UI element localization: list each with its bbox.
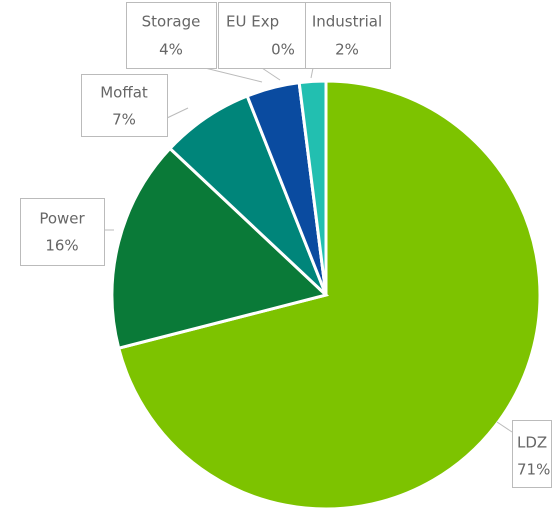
slice-value-label: 4% <box>159 41 183 59</box>
slice-name: Moffat <box>100 84 148 102</box>
label-box <box>81 74 168 137</box>
label-box <box>126 2 217 69</box>
slice-value-label: 7% <box>112 111 136 129</box>
label-box <box>218 2 319 69</box>
label-box <box>20 198 105 266</box>
slice-value-label: 2% <box>335 41 359 59</box>
label-box <box>305 2 391 69</box>
leader-line <box>166 107 189 119</box>
slice-name: Storage <box>142 13 201 31</box>
slice-name: Industrial <box>312 13 382 31</box>
leader-line <box>261 67 281 81</box>
slice-value-label: 0% <box>271 41 295 59</box>
slice-value-label: 16% <box>45 237 78 255</box>
pie-slice <box>110 146 330 351</box>
pie-slice <box>116 79 542 509</box>
label-box <box>512 420 552 488</box>
pie-slice <box>297 79 328 296</box>
leader-line <box>204 67 263 83</box>
slice-name: EU Exp <box>226 13 279 31</box>
slice-name: Power <box>39 210 85 228</box>
leader-line <box>310 67 314 79</box>
slice-value-label: 71% <box>517 461 550 479</box>
leader-line <box>496 421 513 433</box>
slice-name: LDZ <box>517 434 547 452</box>
